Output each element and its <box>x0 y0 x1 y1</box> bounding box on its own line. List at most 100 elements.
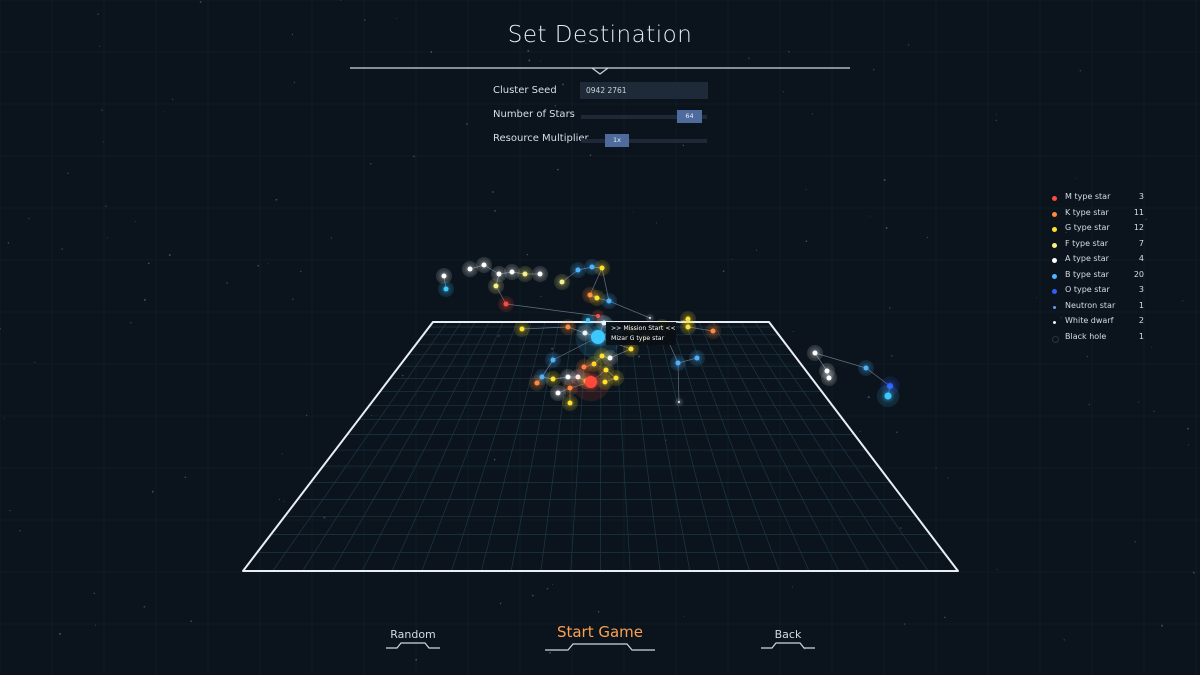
star-system[interactable] <box>812 350 818 356</box>
star-system[interactable] <box>519 326 525 332</box>
star-system[interactable] <box>591 361 597 367</box>
star-system[interactable] <box>628 346 634 352</box>
star-system[interactable] <box>601 320 607 326</box>
star-system[interactable] <box>685 324 691 330</box>
star-system[interactable] <box>594 295 600 301</box>
star-system[interactable] <box>587 292 593 298</box>
star-system[interactable] <box>675 360 681 366</box>
star-system[interactable] <box>581 364 587 370</box>
star-system[interactable] <box>606 298 612 304</box>
star-link <box>589 267 603 296</box>
resource-multiplier-slider[interactable]: 1x <box>581 134 707 147</box>
star-system[interactable] <box>559 279 565 285</box>
star-system[interactable] <box>589 264 595 270</box>
star-system[interactable] <box>537 271 543 277</box>
star-link <box>814 352 867 369</box>
star-system[interactable] <box>493 283 499 289</box>
star-system[interactable] <box>694 355 700 361</box>
star-system[interactable] <box>550 376 556 382</box>
number-of-stars-slider[interactable]: 64 <box>581 110 707 123</box>
star-system[interactable] <box>596 314 600 318</box>
star-system[interactable] <box>582 330 588 336</box>
number-of-stars-slider-thumb[interactable]: 64 <box>677 110 702 123</box>
star-system[interactable] <box>575 267 581 273</box>
star-system[interactable] <box>567 400 573 406</box>
grid-line <box>670 321 750 572</box>
resource-multiplier-label: Resource Multiplier <box>493 133 589 144</box>
legend-star-count: 3 <box>1138 285 1144 294</box>
star-system[interactable] <box>539 374 545 380</box>
legend-color-dot <box>1052 196 1057 201</box>
star-system[interactable] <box>565 324 571 330</box>
legend-row: G type star 12 <box>1050 223 1150 239</box>
star-system[interactable] <box>441 273 447 279</box>
game-settings-panel: Cluster Seed Number of Stars 64 Resource… <box>493 82 713 154</box>
legend-star-count: 7 <box>1138 238 1144 248</box>
star-system[interactable] <box>550 357 556 363</box>
star-link <box>609 348 632 359</box>
button-underline <box>545 643 655 651</box>
back-button[interactable]: Back <box>755 628 821 651</box>
legend-star-count: 1 <box>1138 331 1144 341</box>
star-link <box>495 285 507 305</box>
star-link <box>561 269 579 283</box>
star-system[interactable] <box>884 392 892 400</box>
grid-line <box>712 321 840 572</box>
legend-row: F type star 7 <box>1050 239 1150 255</box>
star-system[interactable] <box>863 365 869 371</box>
star-system[interactable] <box>555 390 561 396</box>
star-system[interactable] <box>599 265 605 271</box>
star-system[interactable] <box>603 367 609 373</box>
star-system[interactable] <box>710 328 716 334</box>
star-system[interactable] <box>602 379 608 385</box>
legend-row: O type star 3 <box>1050 285 1150 301</box>
cluster-seed-row: Cluster Seed <box>493 82 713 106</box>
legend-star-type: A type star <box>1065 254 1109 263</box>
star-systems[interactable] <box>436 257 900 411</box>
resource-multiplier-slider-thumb[interactable]: 1x <box>605 134 629 147</box>
star-system[interactable] <box>677 400 681 404</box>
star-system[interactable] <box>567 385 573 391</box>
start-game-button[interactable]: Start Game <box>540 623 660 653</box>
grid-line <box>698 321 810 572</box>
star-system[interactable] <box>509 269 515 275</box>
grid-line <box>754 321 929 572</box>
star-system[interactable] <box>613 375 619 381</box>
number-of-stars-label: Number of Stars <box>493 109 575 120</box>
star-system[interactable] <box>522 271 528 277</box>
legend-star-type: B type star <box>1065 269 1109 279</box>
legend-color-dot <box>1053 305 1056 309</box>
star-system[interactable] <box>496 271 502 277</box>
star-system[interactable] <box>481 262 487 268</box>
legend-row: White dwarf 2 <box>1050 316 1150 332</box>
random-button[interactable]: Random <box>380 628 446 651</box>
legend-color-dot <box>1052 335 1059 343</box>
legend-star-type: M type star <box>1065 192 1111 201</box>
legend-row: M type star 3 <box>1050 192 1150 208</box>
star-system[interactable] <box>585 376 597 388</box>
star-system[interactable] <box>887 383 893 389</box>
star-system[interactable] <box>443 286 449 292</box>
legend-row: Black hole 1 <box>1050 332 1150 348</box>
star-system[interactable] <box>467 266 473 272</box>
star-system[interactable] <box>824 368 830 374</box>
star-system[interactable] <box>503 301 509 307</box>
grid-line <box>332 321 476 572</box>
legend-star-type: F type star <box>1065 238 1109 248</box>
star-system[interactable] <box>575 374 581 380</box>
star-link <box>814 352 828 372</box>
star-system[interactable] <box>591 330 605 344</box>
star-system[interactable] <box>599 353 605 359</box>
cluster-seed-input[interactable] <box>580 82 708 99</box>
star-system[interactable] <box>648 316 652 320</box>
legend-color-dot <box>1052 289 1057 294</box>
star-system[interactable] <box>565 374 571 380</box>
star-link <box>865 367 891 387</box>
star-system[interactable] <box>534 380 540 386</box>
star-system[interactable] <box>607 355 613 361</box>
star-system[interactable] <box>586 318 590 322</box>
star-system[interactable] <box>685 316 691 322</box>
star-system[interactable] <box>826 375 832 381</box>
legend-star-type: G type star <box>1065 223 1110 232</box>
